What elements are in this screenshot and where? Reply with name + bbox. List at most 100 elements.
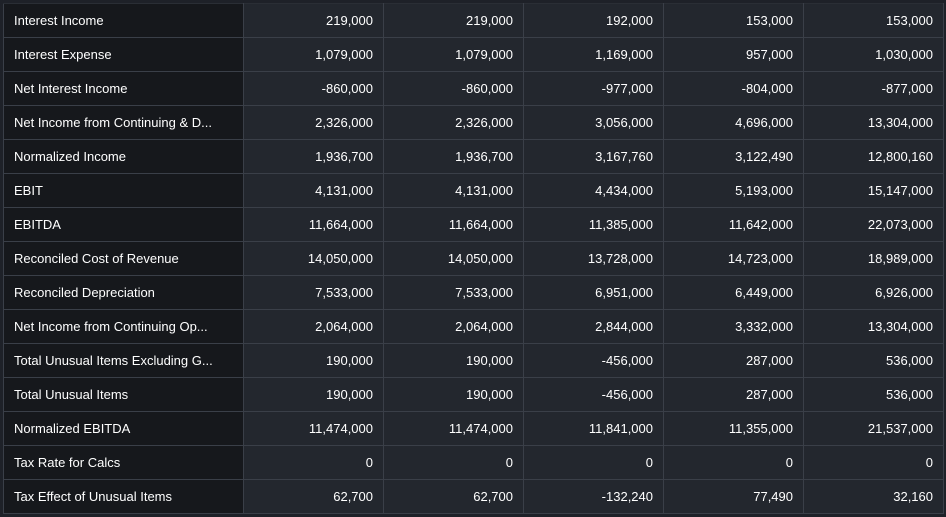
row-label[interactable]: EBITDA: [3, 207, 244, 242]
row-label[interactable]: Tax Rate for Calcs: [3, 445, 244, 480]
table-row[interactable]: Reconciled Cost of Revenue 14,050,000 14,0…: [3, 241, 944, 276]
row-label[interactable]: Normalized Income: [3, 139, 244, 174]
table-cell[interactable]: 7,533,000: [383, 275, 524, 310]
table-cell[interactable]: 153,000: [803, 3, 944, 38]
table-cell[interactable]: 2,064,000: [383, 309, 524, 344]
table-cell[interactable]: 219,000: [383, 3, 524, 38]
table-cell[interactable]: 11,642,000: [663, 207, 804, 242]
table-cell[interactable]: 11,385,000: [523, 207, 664, 242]
table-cell[interactable]: 12,800,160: [803, 139, 944, 174]
table-row[interactable]: Tax Rate for Calcs 0 0 0 0 0: [3, 445, 944, 480]
table-cell[interactable]: 13,728,000: [523, 241, 664, 276]
row-label[interactable]: Reconciled Depreciation: [3, 275, 244, 310]
table-cell[interactable]: -132,240: [523, 479, 664, 514]
table-cell[interactable]: 190,000: [243, 377, 384, 412]
row-label[interactable]: Interest Expense: [3, 37, 244, 72]
row-label[interactable]: Total Unusual Items: [3, 377, 244, 412]
table-cell[interactable]: 14,050,000: [243, 241, 384, 276]
table-row[interactable]: Net Interest Income -860,000 -860,000 -977,…: [3, 71, 944, 106]
table-cell[interactable]: 13,304,000: [803, 105, 944, 140]
table-row[interactable]: Total Unusual Items Excluding G... 190,00…: [3, 343, 944, 378]
table-cell[interactable]: -877,000: [803, 71, 944, 106]
table-cell[interactable]: 1,936,700: [243, 139, 384, 174]
table-cell[interactable]: -860,000: [243, 71, 384, 106]
table-cell[interactable]: 536,000: [803, 377, 944, 412]
row-label[interactable]: Interest Income: [3, 3, 244, 38]
table-cell[interactable]: 3,122,490: [663, 139, 804, 174]
table-cell[interactable]: 190,000: [243, 343, 384, 378]
row-label[interactable]: EBIT: [3, 173, 244, 208]
table-cell[interactable]: 1,079,000: [383, 37, 524, 72]
table-row[interactable]: EBIT 4,131,000 4,131,000 4,434,000 5,193,000…: [3, 173, 944, 208]
table-cell[interactable]: 14,723,000: [663, 241, 804, 276]
table-cell[interactable]: 0: [383, 445, 524, 480]
table-cell[interactable]: -456,000: [523, 377, 664, 412]
table-cell[interactable]: 0: [243, 445, 384, 480]
row-label[interactable]: Net Interest Income: [3, 71, 244, 106]
table-cell[interactable]: 287,000: [663, 343, 804, 378]
table-cell[interactable]: 77,490: [663, 479, 804, 514]
table-row[interactable]: Net Income from Continuing & D... 2,326,0…: [3, 105, 944, 140]
table-cell[interactable]: 1,936,700: [383, 139, 524, 174]
row-label[interactable]: Tax Effect of Unusual Items: [3, 479, 244, 514]
table-cell[interactable]: 1,030,000: [803, 37, 944, 72]
table-cell[interactable]: 219,000: [243, 3, 384, 38]
table-cell[interactable]: 11,841,000: [523, 411, 664, 446]
table-cell[interactable]: 22,073,000: [803, 207, 944, 242]
table-cell[interactable]: 2,064,000: [243, 309, 384, 344]
table-cell[interactable]: 7,533,000: [243, 275, 384, 310]
table-cell[interactable]: 0: [803, 445, 944, 480]
table-cell[interactable]: 0: [663, 445, 804, 480]
table-cell[interactable]: 0: [523, 445, 664, 480]
table-row[interactable]: Net Income from Continuing Op... 2,064,00…: [3, 309, 944, 344]
table-cell[interactable]: -860,000: [383, 71, 524, 106]
table-cell[interactable]: 190,000: [383, 343, 524, 378]
table-cell[interactable]: 192,000: [523, 3, 664, 38]
table-cell[interactable]: 11,664,000: [383, 207, 524, 242]
table-cell[interactable]: 18,989,000: [803, 241, 944, 276]
table-row[interactable]: Total Unusual Items 190,000 190,000 -456,00…: [3, 377, 944, 412]
table-cell[interactable]: 153,000: [663, 3, 804, 38]
table-cell[interactable]: 15,147,000: [803, 173, 944, 208]
table-cell[interactable]: 4,434,000: [523, 173, 664, 208]
table-cell[interactable]: 11,664,000: [243, 207, 384, 242]
table-cell[interactable]: 190,000: [383, 377, 524, 412]
table-cell[interactable]: 6,449,000: [663, 275, 804, 310]
table-row[interactable]: Interest Income 219,000 219,000 192,000 153,…: [3, 3, 944, 38]
table-cell[interactable]: 4,131,000: [383, 173, 524, 208]
table-cell[interactable]: 3,167,760: [523, 139, 664, 174]
table-row[interactable]: EBITDA 11,664,000 11,664,000 11,385,000 11,6…: [3, 207, 944, 242]
table-cell[interactable]: -804,000: [663, 71, 804, 106]
table-cell[interactable]: 4,696,000: [663, 105, 804, 140]
table-cell[interactable]: 21,537,000: [803, 411, 944, 446]
table-cell[interactable]: 6,926,000: [803, 275, 944, 310]
row-label[interactable]: Normalized EBITDA: [3, 411, 244, 446]
table-cell[interactable]: 536,000: [803, 343, 944, 378]
row-label[interactable]: Total Unusual Items Excluding G...: [3, 343, 244, 378]
table-cell[interactable]: 62,700: [383, 479, 524, 514]
table-cell[interactable]: 2,844,000: [523, 309, 664, 344]
table-cell[interactable]: 3,332,000: [663, 309, 804, 344]
table-row[interactable]: Tax Effect of Unusual Items 62,700 62,700-…: [3, 479, 944, 514]
table-row[interactable]: Normalized Income 1,936,700 1,936,700 3,167…: [3, 139, 944, 174]
table-cell[interactable]: -456,000: [523, 343, 664, 378]
table-row[interactable]: Interest Expense 1,079,000 1,079,000 1,169,…: [3, 37, 944, 72]
table-cell[interactable]: -977,000: [523, 71, 664, 106]
row-label[interactable]: Net Income from Continuing & D...: [3, 105, 244, 140]
table-cell[interactable]: 11,355,000: [663, 411, 804, 446]
table-cell[interactable]: 6,951,000: [523, 275, 664, 310]
table-cell[interactable]: 2,326,000: [243, 105, 384, 140]
table-cell[interactable]: 14,050,000: [383, 241, 524, 276]
table-cell[interactable]: 1,169,000: [523, 37, 664, 72]
table-cell[interactable]: 3,056,000: [523, 105, 664, 140]
table-cell[interactable]: 2,326,000: [383, 105, 524, 140]
table-row[interactable]: Reconciled Depreciation 7,533,000 7,533,00…: [3, 275, 944, 310]
table-cell[interactable]: 1,079,000: [243, 37, 384, 72]
table-cell[interactable]: 4,131,000: [243, 173, 384, 208]
table-cell[interactable]: 5,193,000: [663, 173, 804, 208]
table-cell[interactable]: 32,160: [803, 479, 944, 514]
row-label[interactable]: Net Income from Continuing Op...: [3, 309, 244, 344]
row-label[interactable]: Reconciled Cost of Revenue: [3, 241, 244, 276]
table-cell[interactable]: 13,304,000: [803, 309, 944, 344]
table-cell[interactable]: 957,000: [663, 37, 804, 72]
